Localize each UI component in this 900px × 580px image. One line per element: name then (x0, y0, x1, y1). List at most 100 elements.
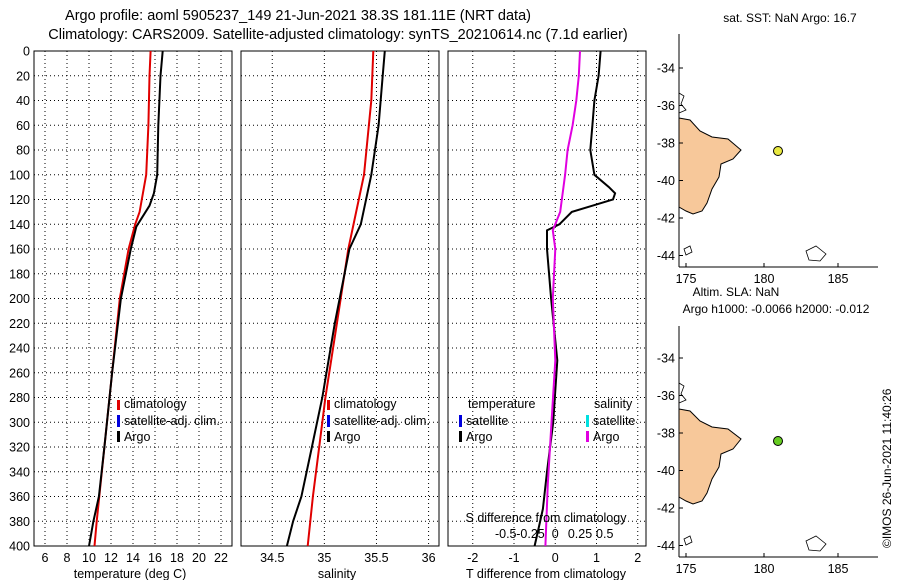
data-series (88, 50, 617, 547)
salinity-legend: climatology satellite-adj. clim. Argo (327, 397, 430, 444)
x-tick-label: 20 (192, 551, 206, 565)
depth-tick-label: 340 (9, 465, 30, 479)
gridlines (34, 51, 646, 546)
s-diff-tick-label: -0.5 (495, 527, 517, 541)
legend-label-argo: Argo (334, 430, 360, 444)
lat-tick-label: -42 (657, 212, 675, 226)
legend-swatch-argo (117, 431, 120, 442)
depth-tick-label: 300 (9, 416, 30, 430)
depth-tick-label: 160 (9, 243, 30, 257)
lon-tick-label: 185 (828, 562, 849, 576)
depth-tick-label: 320 (9, 441, 30, 455)
lat-tick-label: -34 (657, 62, 675, 76)
x-tick-label: 8 (64, 551, 71, 565)
series-argo (88, 50, 164, 547)
islands (683, 245, 827, 262)
depth-tick-label: 40 (16, 94, 30, 108)
legend-label-satellite: satellite-adj. clim. (124, 414, 220, 428)
series-climatology (306, 50, 375, 547)
lat-tick-label: -34 (657, 352, 675, 366)
legend-swatch-satellite (327, 415, 330, 427)
legend-label-argo: Argo (466, 430, 492, 444)
legend-label-climatology: climatology (334, 397, 397, 411)
legend-swatch-argo (327, 431, 330, 442)
depth-tick-label: 180 (9, 267, 30, 281)
lon-tick-label: 175 (676, 272, 697, 286)
title-line-2: Climatology: CARS2009. Satellite-adjuste… (48, 27, 628, 43)
lon-tick-label: 180 (754, 272, 775, 286)
depth-tick-label: 240 (9, 342, 30, 356)
legend-swatch-satellite (117, 415, 120, 427)
x-tick-label: 35.5 (364, 551, 388, 565)
x-axes: 6 8 10 12 14 16 18 20 22 34.5 35 35.5 36 -2 -1 0 1 2-0.5-… (42, 527, 642, 565)
series-salinity-argo (544, 50, 581, 547)
legend-label-argo: Argo (124, 430, 150, 444)
x-tick-label: -2 (467, 551, 478, 565)
land-mass (678, 117, 742, 215)
x-tick-label: 1 (593, 551, 600, 565)
legend-label-argo: Argo (593, 430, 619, 444)
argo-position-marker (773, 436, 783, 446)
difference-legend-temperature: temperature satellite Argo (459, 397, 535, 444)
x-tick-label: 14 (126, 551, 140, 565)
depth-tick-label: 120 (9, 193, 30, 207)
legend-label-satellite: satellite (466, 414, 508, 428)
x-tick-label: 6 (42, 551, 49, 565)
depth-axis: 0 20 40 60 80 100 120 140 160 180 200 220 240 260 280 3… (9, 45, 30, 554)
sla-map-title: Altim. SLA: NaN (693, 285, 780, 299)
legend-swatch-argo (459, 431, 462, 442)
coastline-detail (678, 382, 687, 404)
depth-tick-label: 100 (9, 168, 30, 182)
legend-swatch-climatology (327, 400, 330, 410)
x-tick-label: 36 (422, 551, 436, 565)
lat-tick-label: -36 (657, 389, 675, 403)
x-tick-label: 18 (170, 551, 184, 565)
depth-tick-label: 380 (9, 515, 30, 529)
salinity-axis-label: salinity (318, 567, 357, 580)
legend-swatch-satellite (459, 415, 462, 427)
x-tick-label: 12 (104, 551, 118, 565)
coastline-detail (678, 92, 687, 114)
series-temperature-argo (533, 50, 617, 547)
x-tick-label: 16 (148, 551, 162, 565)
legend-swatch-satellite (586, 415, 589, 427)
legend-label-satellite: satellite (593, 414, 635, 428)
depth-tick-label: 360 (9, 490, 30, 504)
lon-tick-label: 185 (828, 272, 849, 286)
lon-tick-label: 180 (754, 562, 775, 576)
sst-map-title: sat. SST: NaN Argo: 16.7 (723, 11, 857, 25)
legend-title-temperature: temperature (468, 397, 535, 411)
depth-tick-label: 20 (16, 69, 30, 83)
legend-label-satellite: satellite-adj. clim. (334, 414, 430, 428)
depth-tick-label: 60 (16, 119, 30, 133)
lat-tick-label: -38 (657, 427, 675, 441)
legend-swatch-argo (586, 431, 589, 442)
sla-map-subtitle: Argo h1000: -0.0066 h2000: -0.012 (683, 302, 870, 316)
x-tick-label: 0 (552, 551, 559, 565)
depth-tick-label: 200 (9, 292, 30, 306)
depth-tick-label: 280 (9, 391, 30, 405)
x-tick-label: 10 (82, 551, 96, 565)
title-line-1: Argo profile: aoml 5905237_149 21-Jun-20… (65, 8, 531, 24)
lat-tick-label: -38 (657, 137, 675, 151)
land-mass (678, 408, 742, 505)
t-difference-axis-label: T difference from climatology (466, 567, 627, 580)
s-diff-tick-label: 0 (552, 527, 559, 541)
depth-tick-label: 140 (9, 218, 30, 232)
difference-legend-salinity: salinity satellite Argo (586, 397, 635, 444)
legend-title-salinity: salinity (594, 397, 633, 411)
x-tick-label: -1 (508, 551, 519, 565)
depth-tick-label: 220 (9, 317, 30, 331)
depth-tick-label: 0 (23, 45, 30, 59)
x-tick-label: 2 (634, 551, 641, 565)
series-argo (285, 50, 386, 547)
s-difference-axis-label: S difference from climatology (466, 511, 628, 525)
depth-tick-label: 260 (9, 366, 30, 380)
temperature-axis-label: temperature (deg C) (74, 567, 187, 580)
lon-tick-label: 175 (676, 562, 697, 576)
lat-tick-label: -40 (657, 174, 675, 188)
depth-tick-label: 400 (9, 540, 30, 554)
